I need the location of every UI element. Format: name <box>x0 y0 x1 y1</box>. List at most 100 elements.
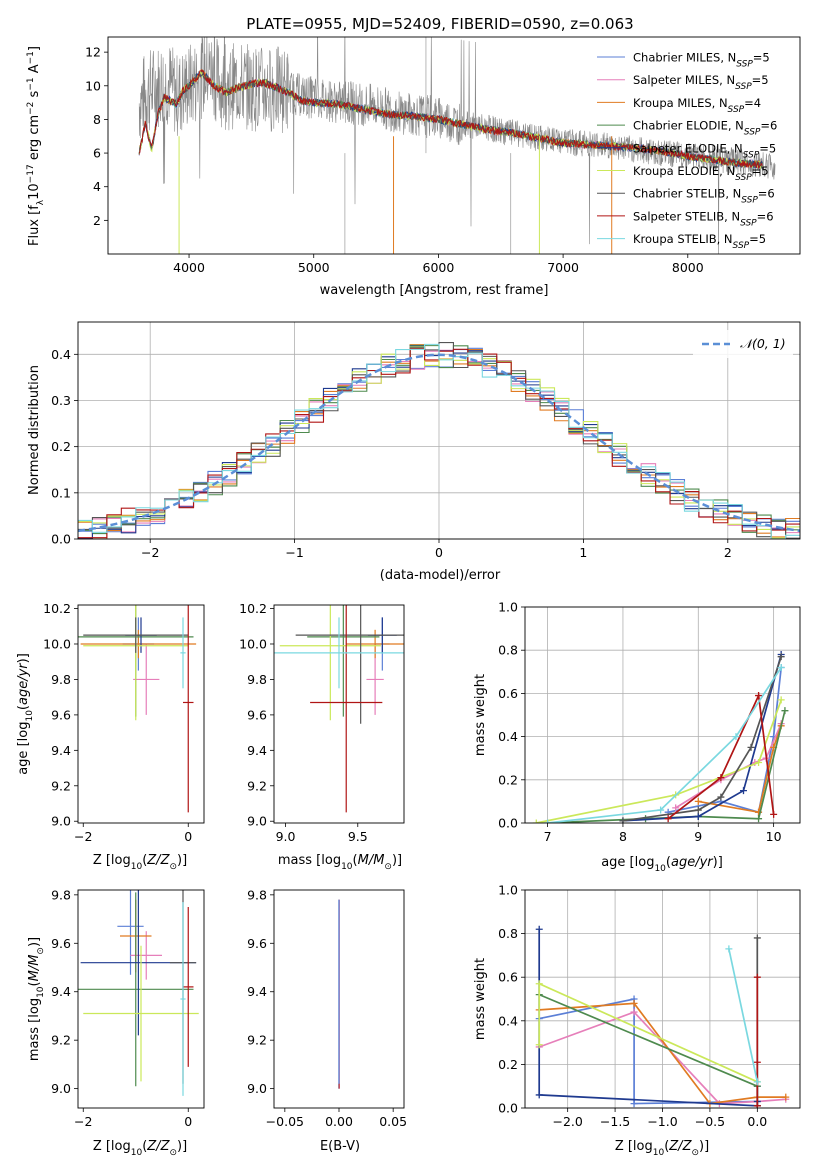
y-axis-label: mass weight <box>473 674 488 756</box>
label-part: Z/Z <box>146 1139 170 1154</box>
label-part: SSP <box>728 105 745 115</box>
y-tick-label: 1.0 <box>498 600 518 615</box>
x-tick-label: 9 <box>694 829 702 844</box>
panel-massweight_vs_Z: −2.0 −1.5 −1.0 −0.5 0.0 0.0 0.2 0.4 0.6 0.8 1.0 Z [… <box>473 883 801 1158</box>
x-tick-label: 6000 <box>423 260 455 275</box>
label-part: age/yr <box>16 662 31 705</box>
label-part: Z [log <box>615 1139 653 1154</box>
x-axis-label: E(B-V) <box>320 1139 360 1154</box>
legend-entry-0: Chabrier MILES, NSSP=5 <box>633 51 770 70</box>
mass-weight-marker <box>753 1058 761 1066</box>
y-tick-label: 0.8 <box>498 643 518 658</box>
label-part: age [log <box>16 722 31 775</box>
label-part: ( <box>16 705 31 710</box>
x-axis-label: (data-model)/error <box>380 568 501 583</box>
y-tick-label: 9.4 <box>51 984 71 999</box>
y-tick-label: 9.0 <box>247 1081 267 1096</box>
label-part: erg cm <box>27 115 42 164</box>
label-part: 10 <box>36 986 46 998</box>
mass-weight-marker <box>777 653 785 661</box>
y-tick-label: 6 <box>93 146 101 161</box>
label-part: Flux [f <box>27 205 42 246</box>
label-part: mass [log <box>27 998 42 1061</box>
legend-entry-7: Salpeter STELIB, NSSP=6 <box>633 209 774 228</box>
x-tick-label: 7 <box>544 829 552 844</box>
label-part: Salpeter STELIB, N <box>633 209 740 223</box>
mass-weight-marker <box>753 1102 761 1108</box>
mass-weight-marker <box>739 787 747 795</box>
mass-weight-line-5 <box>538 982 758 1083</box>
y-tick-label: 0.4 <box>51 347 71 362</box>
x-axis-label: Z [log10(Z/Z⊙)] <box>93 853 187 872</box>
label-part: SSP <box>736 60 753 70</box>
x-tick-label: 8000 <box>672 260 704 275</box>
label-part: Z/Z <box>668 1139 692 1154</box>
plot-area <box>535 925 790 1108</box>
axes-frame <box>273 604 405 824</box>
x-tick-label: 2 <box>724 545 732 560</box>
label-part: ⊙ <box>36 947 46 955</box>
label-part: SSP <box>735 82 752 92</box>
label-part: =5 <box>752 73 769 87</box>
mass-weight-marker <box>535 925 543 933</box>
label-part: Z [log <box>93 1139 131 1154</box>
y-tick-label: 9.2 <box>247 1033 267 1048</box>
label-part: =6 <box>757 209 774 223</box>
data-spectrum-line <box>138 37 776 254</box>
x-tick-label: −0.05 <box>266 1114 304 1129</box>
label-part: ( <box>353 853 358 868</box>
label-part: SSP <box>743 150 760 160</box>
plot-area <box>138 37 776 254</box>
axes-frame <box>524 889 801 1109</box>
y-tick-label: 9.8 <box>51 887 71 902</box>
x-tick-label: −2 <box>141 545 159 560</box>
label-part: 10 <box>131 862 143 872</box>
mass-weight-marker <box>747 743 755 751</box>
y-tick-label: 9.0 <box>51 1081 71 1096</box>
panel-spectrum: 4000 5000 6000 7000 8000 2 4 6 8 10 12 wavelength [… <box>26 36 801 298</box>
mass-weight-marker <box>619 817 627 823</box>
y-tick-label: 0.6 <box>498 970 518 985</box>
mass-weight-marker <box>782 1093 790 1101</box>
x-tick-label: 0.05 <box>379 1114 407 1129</box>
label-part: =6 <box>758 187 775 201</box>
label-part: Chabrier STELIB, N <box>633 187 741 201</box>
label-part: ⊙ <box>169 1148 177 1158</box>
y-tick-label: 9.6 <box>51 707 71 722</box>
y-tick-label: 0.3 <box>51 393 71 408</box>
y-tick-label: 9.8 <box>51 672 71 687</box>
y-tick-label: 8 <box>93 112 101 127</box>
label-part: )] <box>27 937 42 947</box>
label-part: 10 <box>27 183 42 200</box>
y-tick-label: 9.6 <box>247 936 267 951</box>
x-axis-label: age [log10(age/yr)] <box>601 855 723 874</box>
label-part: 10 <box>654 864 666 874</box>
y-tick-label: 10.2 <box>43 601 71 616</box>
y-tick-label: 0.2 <box>51 439 71 454</box>
mass-weight-marker <box>753 934 761 942</box>
label-part: Salpeter ELODIE, N <box>633 141 743 155</box>
label-part: age/yr <box>671 855 714 870</box>
x-axis-label: mass [log10(M/M⊙)] <box>278 853 402 872</box>
label-part: 10 <box>341 862 353 872</box>
x-tick-label: 5000 <box>298 260 330 275</box>
mass-weight-marker <box>717 774 725 782</box>
y-tick-label: 10.0 <box>43 636 71 651</box>
mass-weight-marker <box>694 806 702 814</box>
y-tick-label: 1.0 <box>498 883 518 898</box>
label-part: =6 <box>760 119 777 133</box>
y-tick-label: 0.2 <box>498 1057 518 1072</box>
mass-weight-marker <box>694 797 702 805</box>
label-part: A <box>27 64 42 77</box>
label-part: Chabrier ELODIE, N <box>633 119 744 133</box>
x-tick-label: 0.00 <box>325 1114 353 1129</box>
mass-weight-marker <box>664 815 672 823</box>
y-tick-label: 0.0 <box>498 1101 518 1116</box>
label-part: SSP <box>741 196 758 206</box>
x-tick-label: 4000 <box>173 260 205 275</box>
x-tick-label: −1 <box>285 545 303 560</box>
label-part: ( <box>27 981 42 986</box>
label-part: )] <box>699 1139 709 1154</box>
